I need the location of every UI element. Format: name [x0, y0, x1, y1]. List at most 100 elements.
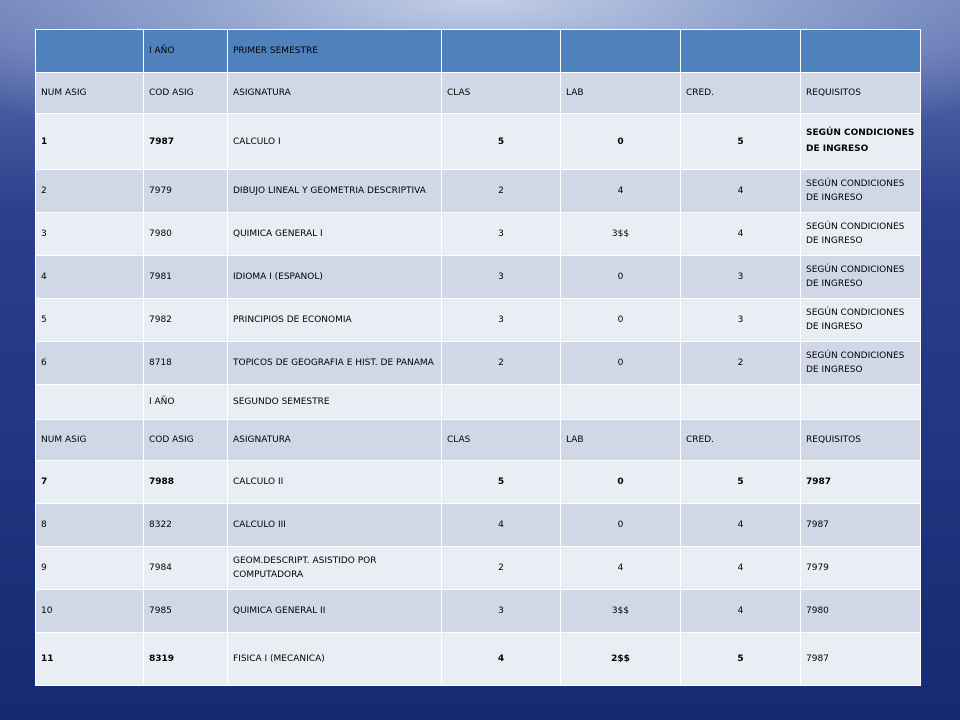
col-header-lab: LAB	[560, 419, 681, 461]
cell-req: 7987	[800, 632, 921, 686]
cell-code: 7982	[143, 298, 228, 342]
cell-subject: FISICA I (MECANICA)	[227, 632, 442, 686]
cell-cred: 4	[680, 589, 801, 633]
cell-lab: 0	[560, 503, 681, 547]
cell-req: 7980	[800, 589, 921, 633]
cell-clas: 5	[441, 460, 561, 504]
cell-subject: IDIOMA I (ESPANOL)	[227, 255, 442, 299]
cell-num: 6	[35, 341, 144, 385]
col-header-clas: CLAS	[441, 72, 561, 114]
semester-label: PRIMER SEMESTRE	[227, 29, 442, 73]
cell-lab: 0	[560, 341, 681, 385]
cell-req: SEGÚN CONDICIONES DE INGRESO	[800, 113, 921, 170]
col-header-subject: ASIGNATURA	[227, 72, 442, 114]
cell-req: 7987	[800, 503, 921, 547]
col-header-num: NUM ASIG	[35, 72, 144, 114]
cell-req: 7987	[800, 460, 921, 504]
cell-subject: PRINCIPIOS DE ECONOMIA	[227, 298, 442, 342]
cell-num: 3	[35, 212, 144, 256]
cell-num: 9	[35, 546, 144, 590]
cell-req: SEGÚN CONDICIONES DE INGRESO	[800, 212, 921, 256]
header-cell-empty	[560, 384, 681, 420]
cell-clas: 2	[441, 546, 561, 590]
cell-code: 7980	[143, 212, 228, 256]
cell-cred: 2	[680, 341, 801, 385]
column-header-row: NUM ASIG COD ASIG ASIGNATURA CLAS LAB CR…	[35, 72, 921, 114]
cell-code: 7984	[143, 546, 228, 590]
cell-num: 5	[35, 298, 144, 342]
cell-cred: 3	[680, 255, 801, 299]
cell-lab: 0	[560, 298, 681, 342]
cell-num: 11	[35, 632, 144, 686]
cell-num: 4	[35, 255, 144, 299]
cell-num: 7	[35, 460, 144, 504]
header-cell-empty	[680, 384, 801, 420]
cell-code: 7985	[143, 589, 228, 633]
table-row: 3 7980 QUIMICA GENERAL I 3 3$$ 4 SEGÚN C…	[35, 212, 921, 256]
cell-clas: 2	[441, 169, 561, 213]
table-row: 5 7982 PRINCIPIOS DE ECONOMIA 3 0 3 SEGÚ…	[35, 298, 921, 342]
col-header-req: REQUISITOS	[800, 419, 921, 461]
cell-clas: 3	[441, 212, 561, 256]
col-header-req: REQUISITOS	[800, 72, 921, 114]
cell-subject: GEOM.DESCRIPT. ASISTIDO POR COMPUTADORA	[227, 546, 442, 590]
table-row: 8 8322 CALCULO III 4 0 4 7987	[35, 503, 921, 547]
cell-req: SEGÚN CONDICIONES DE INGRESO	[800, 255, 921, 299]
cell-lab: 0	[560, 460, 681, 504]
col-header-cred: CRED.	[680, 72, 801, 114]
cell-code: 7987	[143, 113, 228, 170]
cell-subject: QUIMICA GENERAL I	[227, 212, 442, 256]
first-semester-header-row: I AÑO PRIMER SEMESTRE	[35, 29, 921, 73]
cell-clas: 3	[441, 589, 561, 633]
header-cell-empty	[35, 29, 144, 73]
col-header-clas: CLAS	[441, 419, 561, 461]
cell-code: 7981	[143, 255, 228, 299]
cell-num: 1	[35, 113, 144, 170]
cell-clas: 3	[441, 255, 561, 299]
cell-cred: 5	[680, 632, 801, 686]
cell-subject: QUIMICA GENERAL II	[227, 589, 442, 633]
cell-lab: 3$$	[560, 212, 681, 256]
cell-cred: 4	[680, 503, 801, 547]
cell-code: 7988	[143, 460, 228, 504]
cell-num: 10	[35, 589, 144, 633]
cell-req: SEGÚN CONDICIONES DE INGRESO	[800, 341, 921, 385]
cell-lab: 4	[560, 169, 681, 213]
second-semester-header-row: I AÑO SEGUNDO SEMESTRE	[35, 384, 921, 420]
cell-subject: DIBUJO LINEAL Y GEOMETRIA DESCRIPTIVA	[227, 169, 442, 213]
col-header-code: COD ASIG	[143, 72, 228, 114]
table-row: 6 8718 TOPICOS DE GEOGRAFIA E HIST. DE P…	[35, 341, 921, 385]
table-row: 1 7987 CALCULO I 5 0 5 SEGÚN CONDICIONES…	[35, 113, 921, 170]
cell-cred: 5	[680, 460, 801, 504]
cell-num: 8	[35, 503, 144, 547]
cell-cred: 3	[680, 298, 801, 342]
year-label: I AÑO	[143, 29, 228, 73]
cell-subject: TOPICOS DE GEOGRAFIA E HIST. DE PANAMA	[227, 341, 442, 385]
column-header-row: NUM ASIG COD ASIG ASIGNATURA CLAS LAB CR…	[35, 419, 921, 461]
year-label: I AÑO	[143, 384, 228, 420]
cell-code: 8718	[143, 341, 228, 385]
table-row: 10 7985 QUIMICA GENERAL II 3 3$$ 4 7980	[35, 589, 921, 633]
semester-label: SEGUNDO SEMESTRE	[227, 384, 442, 420]
table-row: 2 7979 DIBUJO LINEAL Y GEOMETRIA DESCRIP…	[35, 169, 921, 213]
col-header-num: NUM ASIG	[35, 419, 144, 461]
header-cell-empty	[680, 29, 801, 73]
curriculum-table: I AÑO PRIMER SEMESTRE NUM ASIG COD ASIG …	[35, 29, 921, 686]
header-cell-empty	[800, 29, 921, 73]
cell-code: 8319	[143, 632, 228, 686]
cell-subject: CALCULO I	[227, 113, 442, 170]
cell-cred: 4	[680, 546, 801, 590]
cell-req: SEGÚN CONDICIONES DE INGRESO	[800, 298, 921, 342]
header-cell-empty	[800, 384, 921, 420]
col-header-code: COD ASIG	[143, 419, 228, 461]
table-row: 4 7981 IDIOMA I (ESPANOL) 3 0 3 SEGÚN CO…	[35, 255, 921, 299]
header-cell-empty	[560, 29, 681, 73]
header-cell-empty	[441, 384, 561, 420]
col-header-lab: LAB	[560, 72, 681, 114]
cell-req: 7979	[800, 546, 921, 590]
cell-subject: CALCULO III	[227, 503, 442, 547]
header-cell-empty	[441, 29, 561, 73]
table-row: 9 7984 GEOM.DESCRIPT. ASISTIDO POR COMPU…	[35, 546, 921, 590]
header-cell-empty	[35, 384, 144, 420]
